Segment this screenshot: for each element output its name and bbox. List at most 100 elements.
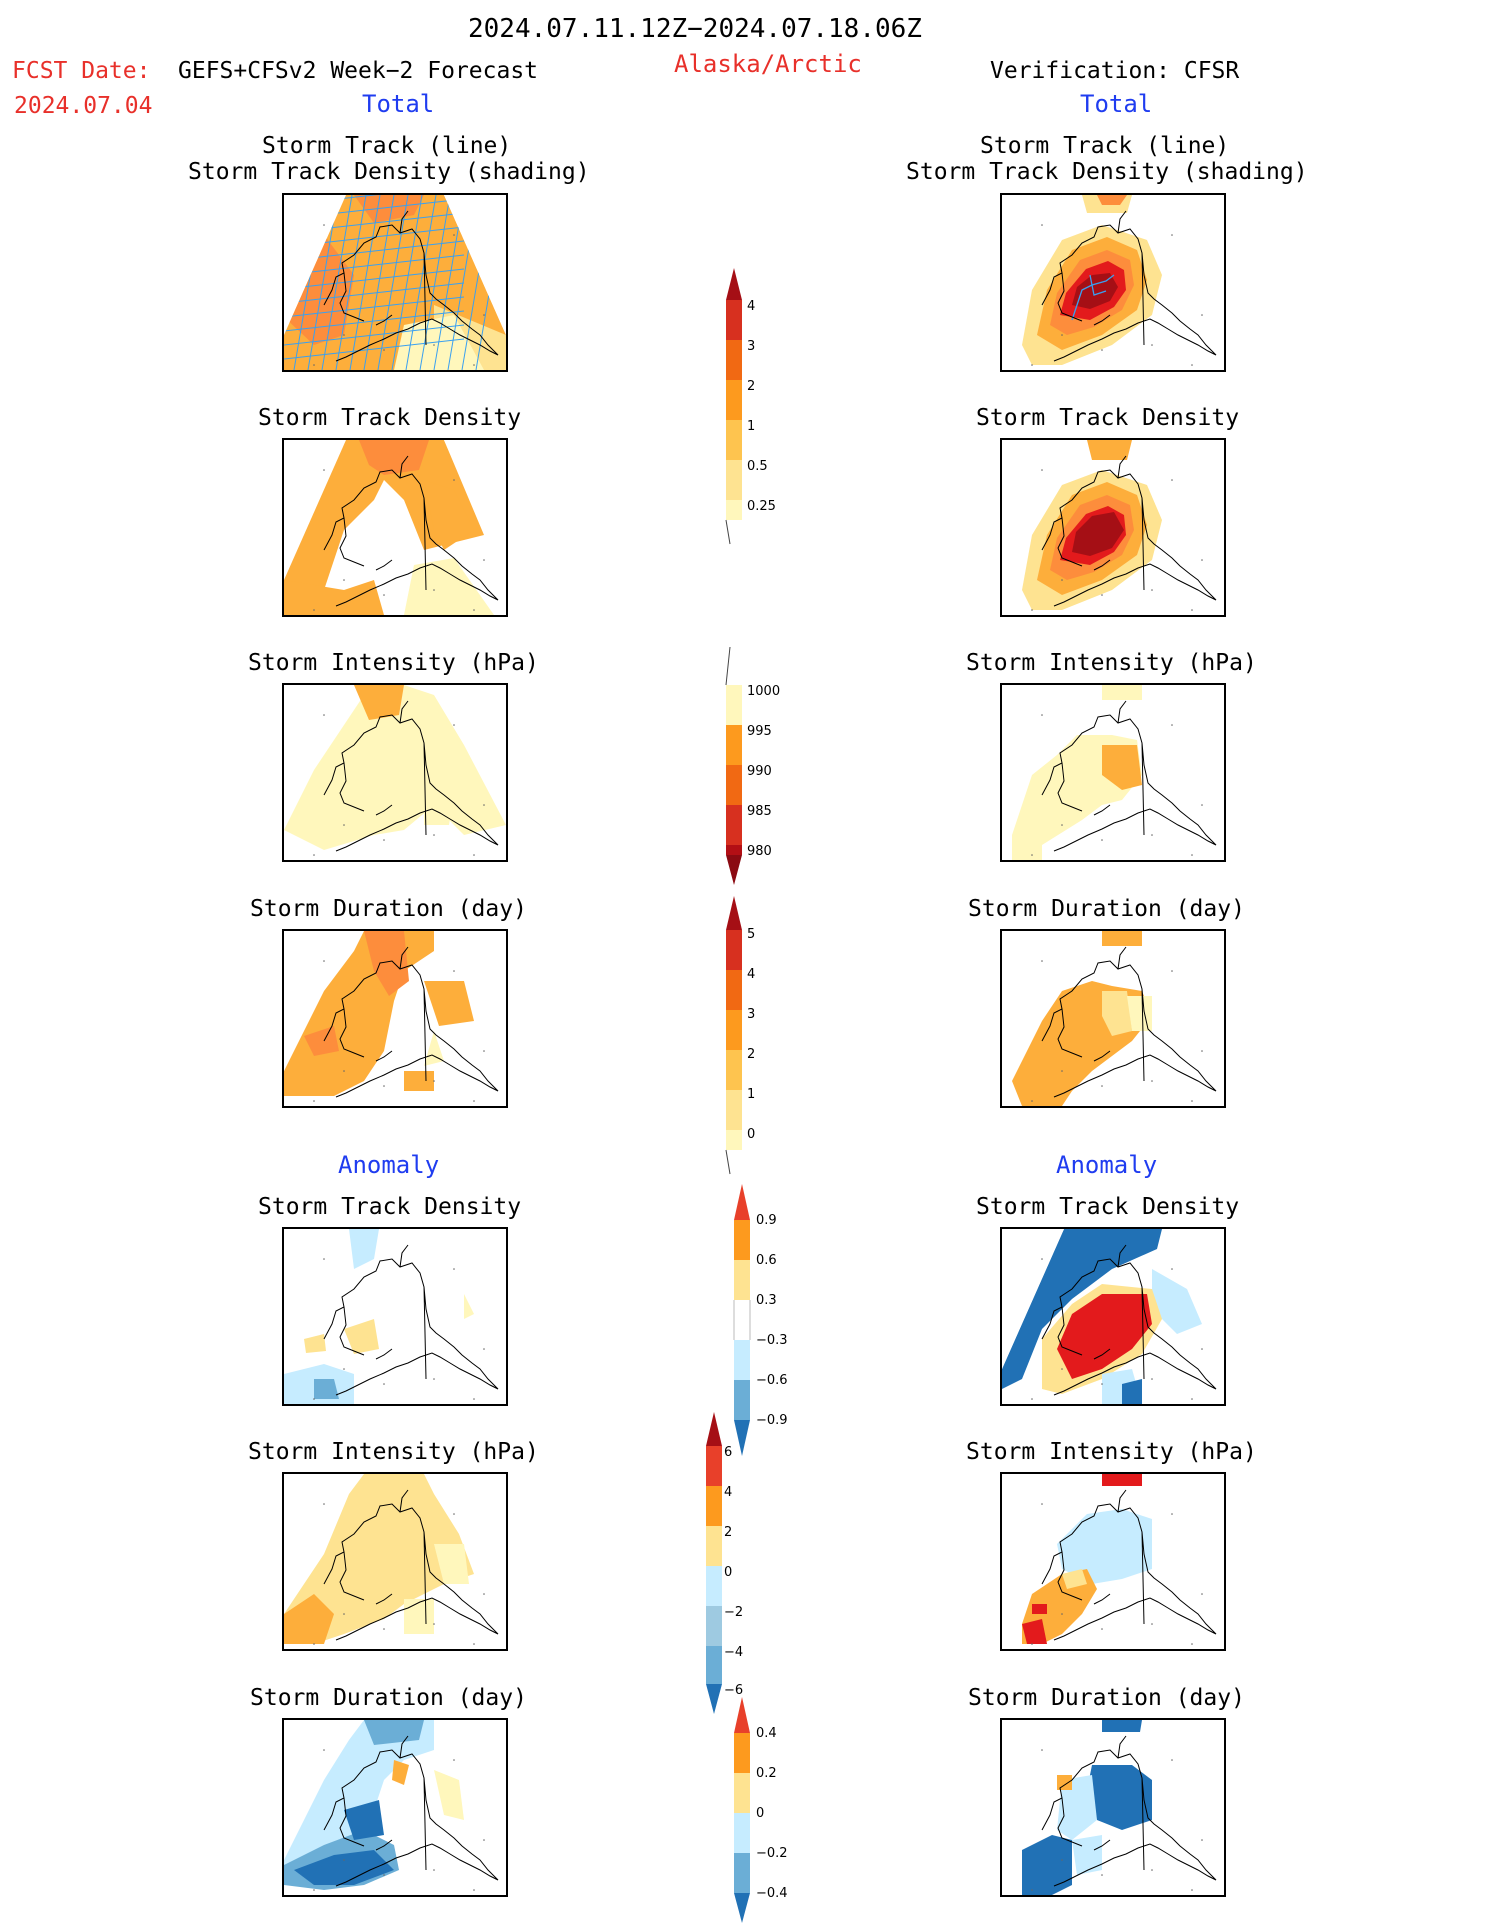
coastline bbox=[1041, 700, 1217, 852]
shade-region bbox=[1097, 195, 1127, 205]
shade-region bbox=[364, 931, 409, 996]
shade-region bbox=[424, 1031, 444, 1066]
left-total-label: Total bbox=[362, 90, 435, 118]
shade-region bbox=[359, 440, 429, 475]
cbar-tdu-label-1: 4 bbox=[747, 967, 755, 982]
cbar-td-label-0: 4 bbox=[747, 299, 755, 314]
shade-region bbox=[284, 440, 484, 590]
cbar-td-label-2: 2 bbox=[747, 379, 755, 394]
track-line bbox=[419, 195, 451, 370]
cfsr-total-track-map bbox=[1000, 193, 1226, 372]
fcst-total-intensity-map bbox=[282, 683, 508, 862]
coastline bbox=[323, 455, 499, 607]
fcst-anom-intensity-svg bbox=[284, 1474, 499, 1645]
shade-region bbox=[284, 580, 384, 615]
cbar-ad-label-4: −0.6 bbox=[756, 1373, 788, 1388]
track-line bbox=[284, 282, 465, 304]
shade-region bbox=[1057, 1775, 1072, 1790]
coastline bbox=[323, 1735, 499, 1887]
fcst-anom-density-title: Storm Track Density bbox=[258, 1194, 522, 1220]
cfsr-total-duration-svg bbox=[1012, 931, 1217, 1106]
cbar-td-label-1: 3 bbox=[747, 339, 755, 354]
right-anomaly-label: Anomaly bbox=[1056, 1151, 1158, 1179]
cbar-adu-label-2: 0 bbox=[756, 1806, 764, 1821]
region-label: Alaska/Arctic bbox=[674, 50, 862, 78]
cfsr-track-line-title: Storm Track (line) bbox=[980, 133, 1230, 159]
cfsr-intensity-title: Storm Intensity (hPa) bbox=[966, 650, 1257, 676]
shade-region bbox=[284, 1474, 474, 1644]
shade-region bbox=[1002, 1229, 1162, 1389]
left-anomaly-label: Anomaly bbox=[338, 1151, 440, 1179]
fcst-density-title: Storm Track Density bbox=[258, 405, 522, 431]
cbar-ad-label-5: −0.9 bbox=[756, 1413, 788, 1428]
shade-region bbox=[1022, 1619, 1047, 1644]
cbar-ti-label-4: 980 bbox=[747, 844, 772, 859]
shade-region bbox=[1102, 1720, 1142, 1732]
coastline bbox=[1041, 946, 1217, 1098]
track-line bbox=[284, 254, 465, 276]
shade-region bbox=[1127, 996, 1152, 1031]
cbar-ai-label-4: −2 bbox=[724, 1605, 743, 1620]
coastline bbox=[1041, 1489, 1217, 1641]
shade-region bbox=[1102, 1474, 1142, 1486]
period-title: 2024.07.11.12Z−2024.07.18.06Z bbox=[468, 14, 922, 44]
shade-region bbox=[284, 1594, 334, 1644]
coastline bbox=[1041, 1244, 1217, 1396]
shade-region bbox=[1122, 1379, 1142, 1404]
cbar-adu-label-3: −0.2 bbox=[756, 1846, 788, 1861]
cbar-ti-label-1: 995 bbox=[747, 724, 772, 739]
shade-region bbox=[349, 1229, 379, 1269]
cfsr-anom-intensity-title: Storm Intensity (hPa) bbox=[966, 1439, 1257, 1465]
cbar-tdu-label-4: 1 bbox=[747, 1087, 755, 1102]
shade-region bbox=[1062, 1569, 1087, 1589]
total-intensity-colorbar: 1000 995 990 985 980 bbox=[725, 646, 780, 885]
cbar-adu-label-4: −0.4 bbox=[756, 1886, 788, 1901]
track-line bbox=[284, 296, 465, 318]
cbar-ad-label-1: 0.6 bbox=[756, 1253, 777, 1268]
cbar-adu-label-1: 0.2 bbox=[756, 1766, 777, 1781]
shade-region bbox=[464, 1294, 474, 1319]
shade-region bbox=[364, 1720, 424, 1745]
shade-region bbox=[1072, 755, 1102, 785]
cfsr-total-intensity-svg bbox=[1012, 685, 1217, 860]
cfsr-duration-title: Storm Duration (day) bbox=[968, 896, 1245, 922]
cfsr-anom-duration-title: Storm Duration (day) bbox=[968, 1685, 1245, 1711]
shade-region bbox=[424, 480, 474, 550]
track-line bbox=[405, 195, 437, 370]
shade-region bbox=[1032, 1604, 1047, 1614]
shade-region bbox=[392, 1760, 409, 1785]
coastline bbox=[1041, 1735, 1217, 1887]
cbar-ti-label-0: 1000 bbox=[747, 684, 780, 699]
shade-region bbox=[1057, 1509, 1152, 1584]
track-line bbox=[284, 324, 465, 346]
fcst-anom-density-map bbox=[282, 1227, 508, 1406]
cfsr-anom-density-svg bbox=[1002, 1229, 1217, 1404]
shade-region bbox=[344, 1800, 384, 1840]
cbar-ad-label-3: −0.3 bbox=[756, 1333, 788, 1348]
cfsr-total-density-map bbox=[1000, 438, 1226, 617]
shade-region bbox=[1087, 440, 1132, 460]
fcst-track-shading-title: Storm Track Density (shading) bbox=[188, 159, 590, 185]
cbar-ai-label-6: −6 bbox=[724, 1683, 743, 1698]
shade-region bbox=[284, 1720, 434, 1870]
coastline bbox=[323, 700, 499, 852]
cfsr-density-title: Storm Track Density bbox=[976, 405, 1240, 431]
fcst-anom-duration-map bbox=[282, 1718, 508, 1897]
fcst-total-track-svg bbox=[284, 195, 506, 370]
cfsr-total-density-svg bbox=[1022, 440, 1217, 611]
shade-region bbox=[1102, 745, 1142, 790]
cbar-ai-label-0: 6 bbox=[724, 1445, 732, 1460]
shade-region bbox=[1102, 991, 1132, 1036]
track-line bbox=[284, 338, 465, 360]
cfsr-track-shading-title: Storm Track Density (shading) bbox=[906, 159, 1308, 185]
fcst-track-line-title: Storm Track (line) bbox=[262, 133, 512, 159]
fcst-anom-duration-svg bbox=[284, 1720, 499, 1891]
track-line bbox=[377, 195, 409, 370]
cfsr-anom-intensity-map bbox=[1000, 1472, 1226, 1651]
anom-density-colorbar: 0.9 0.6 0.3 −0.3 −0.6 −0.9 bbox=[733, 1184, 788, 1456]
fcst-intensity-title: Storm Intensity (hPa) bbox=[248, 650, 539, 676]
shade-region bbox=[404, 1599, 434, 1634]
cbar-td-label-4: 0.5 bbox=[747, 459, 768, 474]
shade-region bbox=[354, 685, 404, 720]
anom-duration-colorbar: 0.4 0.2 0 −0.2 −0.4 bbox=[734, 1697, 788, 1923]
